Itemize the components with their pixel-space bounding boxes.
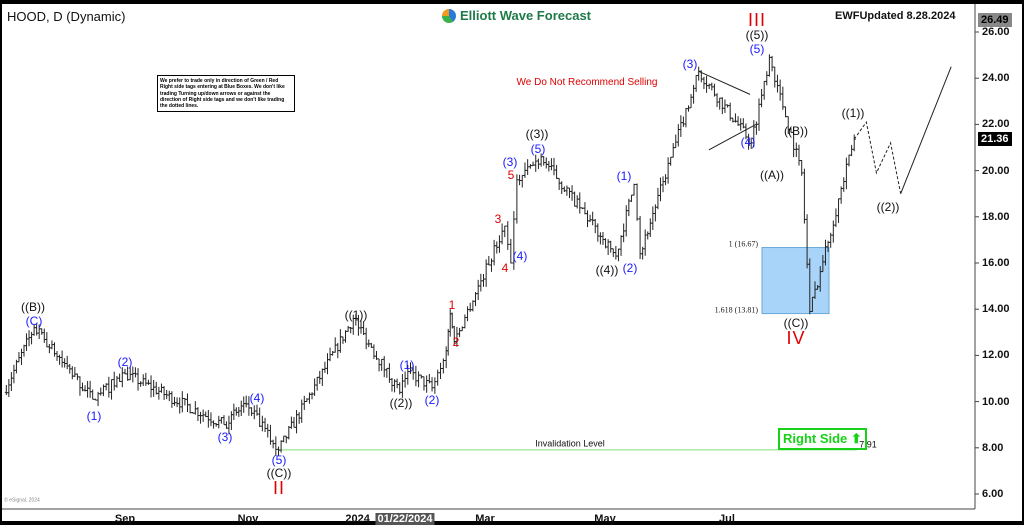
- wave-label: IV: [786, 328, 806, 348]
- x-tick-label: Sep: [114, 513, 136, 525]
- wave-label: ((C)): [266, 466, 292, 480]
- chart-title: HOOD, D (Dynamic): [7, 9, 126, 24]
- wave-label: (4): [249, 391, 265, 405]
- wave-label: (2): [424, 393, 440, 407]
- y-tick-label: 16.00: [982, 257, 1010, 269]
- price-chart[interactable]: [2, 4, 1022, 521]
- wave-label: (3): [217, 430, 233, 444]
- y-tick-label: 18.00: [982, 210, 1010, 223]
- wave-label: (3): [682, 57, 698, 71]
- wave-label: ((A)): [760, 168, 784, 182]
- wave-label: ((B)): [784, 124, 808, 138]
- wave-label: 5: [507, 168, 515, 182]
- triangle-lower-line: [708, 123, 757, 151]
- wave-label: (3): [502, 155, 518, 169]
- x-tick-label: 01/22/2024: [375, 513, 435, 525]
- updated-date: EWFUpdated 8.28.2024: [835, 10, 956, 22]
- brand-name: Elliott Wave Forecast: [460, 8, 591, 23]
- y-tick-label: 20.00: [982, 164, 1010, 177]
- y-tick-label: 24.00: [982, 72, 1010, 85]
- right-side-tag: Right Side ⬆: [778, 428, 867, 450]
- projection-solid-path: [900, 66, 952, 194]
- wave-label: (5): [271, 453, 287, 467]
- wave-label: ((2)): [389, 396, 413, 410]
- y-tick-label: 22.00: [982, 118, 1010, 131]
- wave-label: ((C)): [783, 316, 809, 330]
- wave-label: ((3)): [525, 127, 549, 141]
- wave-label: III: [747, 10, 767, 30]
- no-sell-note: We Do Not Recommend Selling: [516, 77, 658, 88]
- wave-label: ((5)): [745, 28, 769, 42]
- triangle-upper-line: [698, 70, 751, 95]
- wave-label: (C): [25, 314, 43, 328]
- y-tick-label: 14.00: [982, 303, 1010, 316]
- invalidation-label: Invalidation Level: [535, 438, 605, 449]
- wave-label: ((1)): [841, 106, 865, 120]
- high-price-tag: 26.49: [978, 13, 1012, 27]
- x-tick-label: 2024: [345, 513, 370, 525]
- wave-label: 2: [452, 335, 460, 349]
- wave-label: ((4)): [595, 263, 619, 277]
- x-tick-label: Mar: [475, 513, 495, 525]
- chart-frame: HOOD, D (Dynamic) Elliott Wave Forecast …: [2, 4, 1022, 525]
- wave-label: 4: [501, 261, 509, 275]
- wave-label: ((2)): [876, 200, 900, 214]
- x-tick-label: Jul: [719, 513, 735, 525]
- wave-label: II: [272, 478, 286, 498]
- y-tick-label: 12.00: [982, 349, 1010, 362]
- arrow-up-icon: ⬆: [850, 431, 862, 446]
- trading-note: We prefer to trade only in direction of …: [157, 75, 295, 113]
- invalidation-value: 7.91: [859, 439, 877, 450]
- wave-label: (5): [530, 142, 546, 156]
- y-tick-label: 8.00: [982, 441, 1004, 454]
- wave-label: ((B)): [21, 300, 45, 314]
- x-tick-label: Nov: [237, 513, 259, 525]
- y-tick-label: 10.00: [982, 395, 1010, 408]
- blue-box: [761, 247, 830, 315]
- wave-label: 1: [448, 298, 456, 312]
- fib-1-label: 1 (16.67): [728, 239, 758, 249]
- fib-1618-label: 1.618 (13.81): [714, 305, 758, 315]
- y-tick-label: 26.00: [982, 26, 1010, 38]
- wave-label: (5): [749, 42, 765, 56]
- wave-label: (1): [616, 169, 632, 183]
- wave-label: (4): [740, 135, 756, 149]
- wave-label: (2): [117, 355, 133, 369]
- projection-dotted-path: [853, 120, 902, 194]
- brand-logo: Elliott Wave Forecast: [442, 8, 591, 23]
- wave-label: (2): [622, 261, 638, 275]
- wave-label: 3: [494, 212, 502, 226]
- logo-icon: [442, 8, 456, 23]
- wave-label: (1): [86, 409, 102, 423]
- x-tick-label: May: [594, 513, 616, 525]
- last-price-tag: 21.36: [978, 132, 1012, 146]
- right-side-text: Right Side: [783, 431, 848, 446]
- y-tick-label: 6.00: [982, 488, 1004, 500]
- wave-label: (4): [512, 249, 528, 263]
- wave-label: ((1)): [344, 308, 368, 322]
- wave-label: (1): [399, 358, 415, 372]
- watermark: © eSignal, 2024: [4, 497, 40, 504]
